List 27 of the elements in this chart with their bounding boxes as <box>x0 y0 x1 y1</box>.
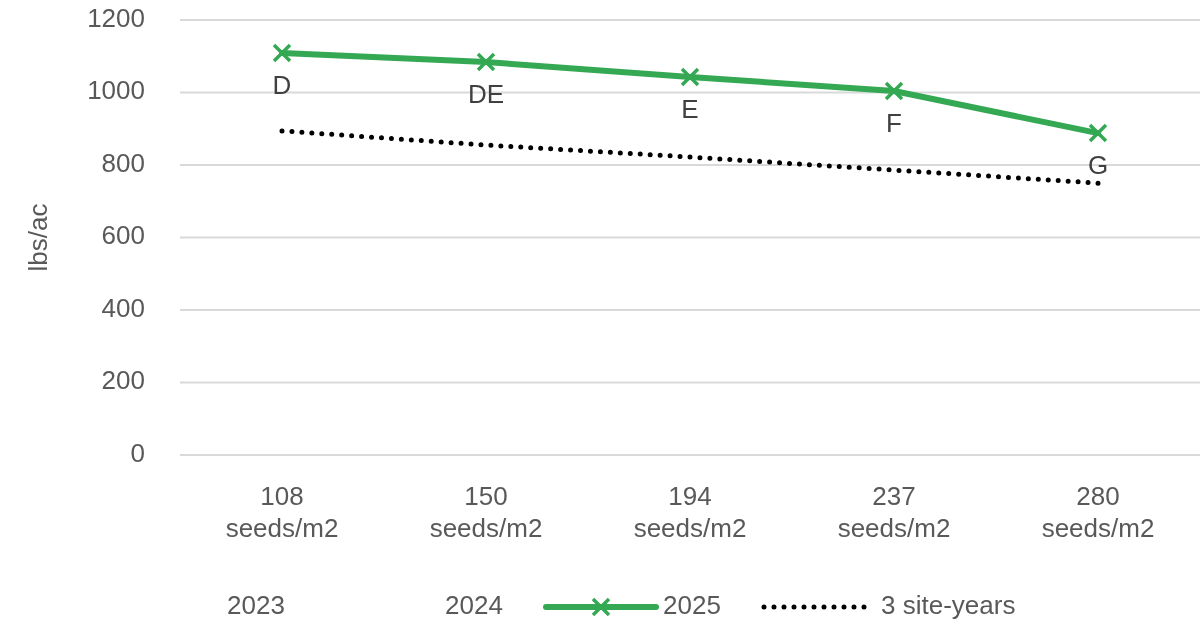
annotation: E <box>681 93 699 124</box>
text: 2024 <box>445 589 503 620</box>
y-tick-label: 200 <box>101 365 145 396</box>
point <box>476 52 496 72</box>
annotation: G <box>1087 149 1109 180</box>
annotation: D <box>272 69 292 100</box>
x-tick-label: 194 seeds/m2 <box>633 481 747 543</box>
x-tick-label: 108 seeds/m2 <box>225 481 339 543</box>
point <box>272 43 292 63</box>
y-tick-label: 600 <box>101 220 145 251</box>
legend-label: 3 site-years <box>881 589 1016 620</box>
y-tick-label: 0 <box>130 437 145 468</box>
y-tick-label: 1000 <box>87 75 145 106</box>
text: 2023 <box>227 589 285 620</box>
x-tick-label: 280 seeds/m2 <box>1041 481 1155 543</box>
annotation: F <box>886 107 902 138</box>
point <box>680 67 700 87</box>
x-tick-label: 150 seeds/m2 <box>429 481 543 543</box>
y-tick-label: 800 <box>101 147 145 178</box>
y-tick-label: 400 <box>101 292 145 323</box>
y-tick-label: 1200 <box>87 2 145 33</box>
legend-label: 2025 <box>663 589 721 620</box>
point <box>1088 123 1108 143</box>
point <box>884 81 904 101</box>
y-axis-title: lbs/ac <box>22 203 53 272</box>
x-tick-label: 237 seeds/m2 <box>837 481 951 543</box>
annotation: DE <box>467 78 505 109</box>
